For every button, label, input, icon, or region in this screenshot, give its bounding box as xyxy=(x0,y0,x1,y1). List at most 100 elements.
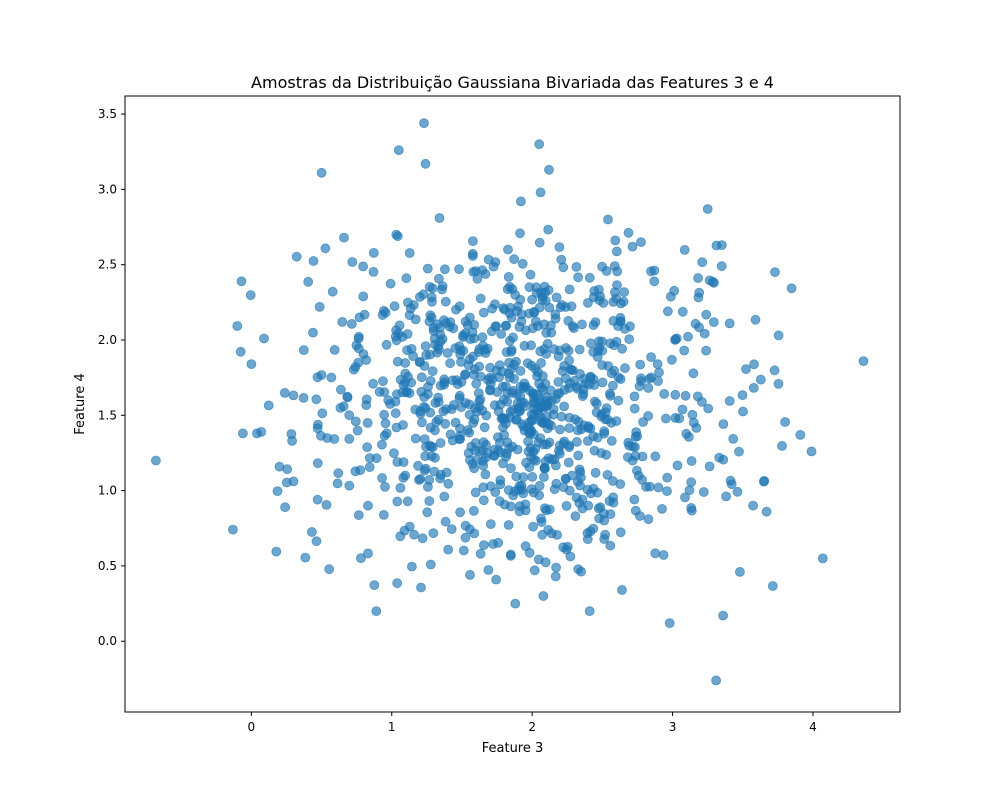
data-point xyxy=(500,320,511,331)
data-point xyxy=(425,407,436,418)
data-point xyxy=(542,398,553,409)
y-tick-label: 2.5 xyxy=(98,258,117,272)
data-point xyxy=(506,364,517,375)
data-point xyxy=(371,606,382,616)
data-point xyxy=(335,384,346,395)
data-point xyxy=(433,273,444,284)
data-point xyxy=(391,229,402,240)
data-point xyxy=(475,293,486,304)
data-point xyxy=(477,332,488,343)
data-point xyxy=(392,356,403,367)
data-point xyxy=(718,610,728,621)
data-point xyxy=(670,389,681,400)
data-point xyxy=(410,433,421,444)
data-point xyxy=(534,139,545,150)
data-point xyxy=(748,500,758,511)
data-point xyxy=(362,442,373,453)
data-point xyxy=(564,284,575,295)
data-point xyxy=(491,574,502,585)
data-point xyxy=(504,335,515,346)
data-point xyxy=(606,435,617,446)
data-point xyxy=(610,235,621,246)
data-point xyxy=(686,456,697,466)
data-point xyxy=(646,266,656,277)
data-point xyxy=(627,441,638,452)
data-point xyxy=(298,392,309,403)
data-point xyxy=(416,372,427,383)
data-point xyxy=(478,307,489,318)
data-point xyxy=(517,258,528,269)
data-point xyxy=(732,486,743,497)
data-point xyxy=(520,541,531,552)
data-point xyxy=(525,269,536,280)
data-point xyxy=(699,328,710,339)
x-tick-label: 4 xyxy=(809,720,817,734)
data-point xyxy=(519,397,529,408)
data-point xyxy=(329,434,340,444)
data-point xyxy=(424,496,435,506)
data-point xyxy=(480,469,491,480)
data-point xyxy=(378,376,388,387)
data-point xyxy=(527,323,538,334)
data-point xyxy=(554,242,565,253)
data-point xyxy=(698,487,709,497)
data-point xyxy=(544,164,554,175)
data-point xyxy=(446,524,457,534)
data-point xyxy=(718,419,729,430)
y-tick-label: 3.0 xyxy=(98,182,117,196)
data-point xyxy=(737,390,748,401)
data-point xyxy=(605,390,616,401)
data-point xyxy=(430,452,440,463)
data-point xyxy=(495,475,506,486)
data-point xyxy=(474,396,485,407)
data-point xyxy=(563,315,574,326)
data-point xyxy=(467,248,478,259)
data-point xyxy=(311,394,322,405)
data-point xyxy=(574,344,585,355)
data-point xyxy=(659,388,670,399)
data-point xyxy=(398,472,409,483)
data-point xyxy=(661,413,671,424)
data-point xyxy=(711,240,722,251)
y-tick-label: 2.0 xyxy=(98,333,117,347)
data-point xyxy=(333,468,344,479)
data-point xyxy=(433,344,444,355)
data-point xyxy=(584,272,595,283)
data-point xyxy=(703,403,714,414)
data-point xyxy=(420,158,431,169)
data-point xyxy=(388,448,399,459)
data-point xyxy=(613,395,624,406)
data-point xyxy=(653,482,664,493)
data-point xyxy=(469,319,480,330)
data-point xyxy=(420,451,431,462)
data-point xyxy=(629,391,640,402)
x-tick-label: 3 xyxy=(669,720,677,734)
data-point xyxy=(817,553,828,564)
data-point xyxy=(435,322,445,333)
data-point xyxy=(516,196,526,207)
data-point xyxy=(526,340,536,351)
data-point xyxy=(539,472,549,482)
data-point xyxy=(535,187,546,198)
data-point xyxy=(559,436,570,447)
data-point xyxy=(303,276,314,287)
data-point xyxy=(595,502,606,513)
data-point xyxy=(694,322,704,333)
data-point xyxy=(599,534,610,544)
data-point xyxy=(470,445,481,456)
data-point xyxy=(550,571,561,582)
data-point xyxy=(662,486,672,497)
data-point xyxy=(677,404,688,415)
data-point xyxy=(385,399,396,409)
data-point xyxy=(475,548,486,559)
y-tick-label: 1.5 xyxy=(98,408,117,422)
y-axis-label: Feature 4 xyxy=(73,373,88,435)
data-point xyxy=(611,336,622,347)
data-point xyxy=(780,417,790,427)
data-point xyxy=(650,451,661,462)
data-point xyxy=(422,263,433,274)
data-point xyxy=(511,471,522,482)
data-point xyxy=(438,406,449,417)
data-point xyxy=(425,559,436,570)
